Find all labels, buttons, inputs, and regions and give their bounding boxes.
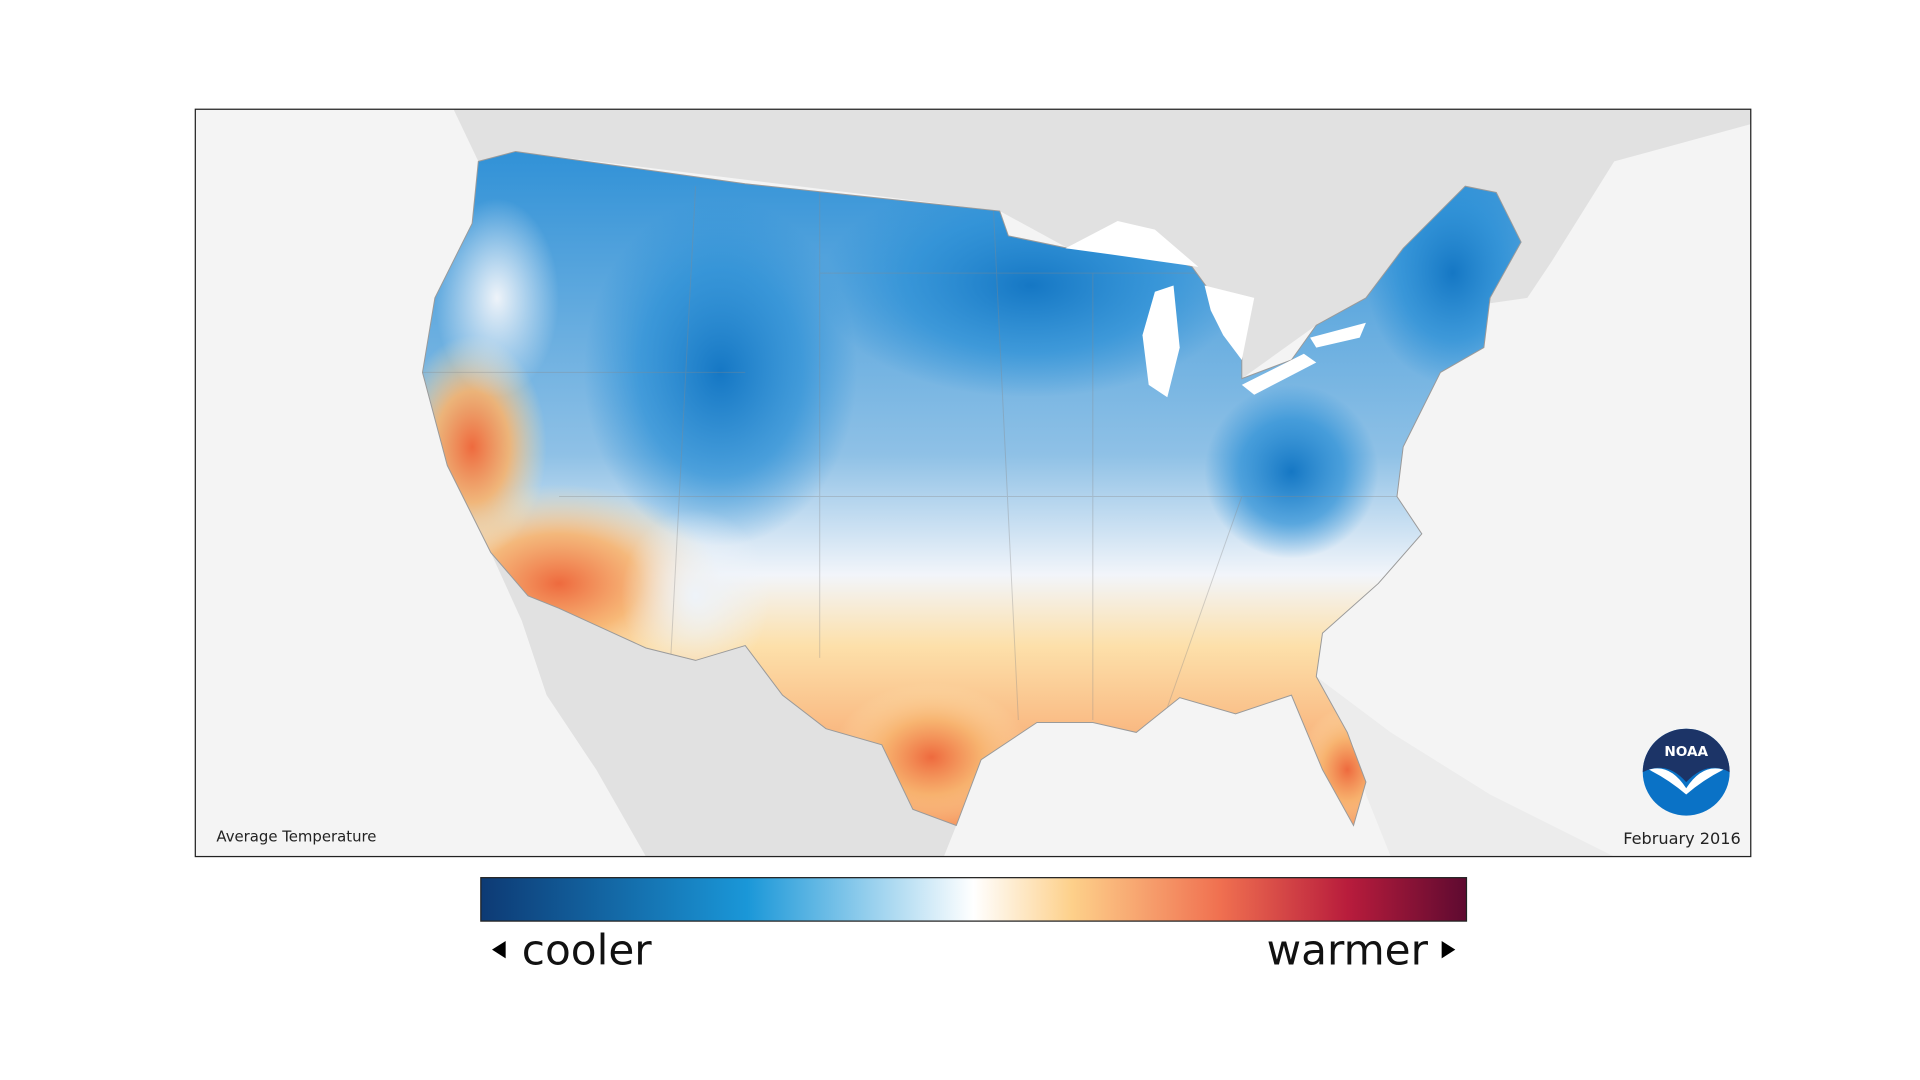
- cool-rockies: [583, 198, 857, 547]
- color-scale: [480, 877, 1468, 922]
- map-date: February 2016: [1623, 829, 1741, 848]
- lake-huron: [1204, 285, 1255, 360]
- cool-appalachia: [1204, 384, 1379, 559]
- lake-superior: [1065, 220, 1199, 267]
- pale-northwest: [434, 198, 560, 398]
- logo-bird: [1648, 768, 1724, 795]
- mexico-land: [490, 552, 957, 857]
- logo-top: [1642, 728, 1730, 783]
- legend-low: cooler: [522, 926, 652, 975]
- legend-high: warmer: [1267, 926, 1429, 975]
- logo-text: NOAA: [1664, 744, 1708, 760]
- caribbean-land: [1316, 676, 1615, 857]
- map-title: Average Temperature: [216, 828, 376, 846]
- map-frame: [194, 108, 1752, 858]
- arrow-left: [492, 940, 506, 959]
- noaa-logo: NOAA: [1642, 728, 1730, 816]
- arrow-right: [1441, 940, 1456, 959]
- state-borders: [422, 186, 1429, 721]
- lake-ontario: [1310, 322, 1366, 348]
- great-lakes: [1065, 220, 1366, 398]
- pale-newmexico: [621, 508, 771, 683]
- lake-michigan: [1142, 285, 1180, 398]
- lake-erie: [1241, 353, 1317, 395]
